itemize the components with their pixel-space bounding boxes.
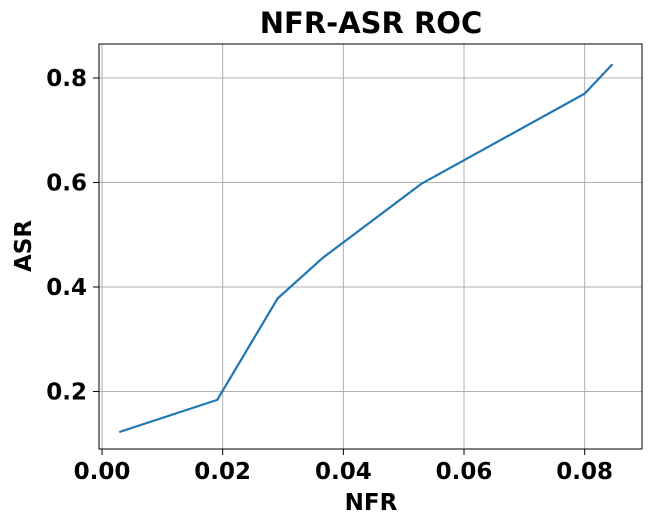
x-tick-label: 0.08	[556, 459, 613, 485]
y-tick-label: 0.8	[46, 66, 87, 92]
y-tick-label: 0.4	[46, 275, 87, 301]
x-tick-label: 0.00	[74, 459, 131, 485]
chart-title: NFR-ASR ROC	[260, 6, 482, 40]
x-tick-label: 0.02	[194, 459, 251, 485]
x-axis-label: NFR	[345, 490, 398, 516]
series-layer	[119, 63, 613, 433]
x-tick-label: 0.04	[315, 459, 372, 485]
plot-frame	[98, 43, 643, 450]
x-tick-label: 0.06	[436, 459, 493, 485]
y-axis-label: ASR	[11, 220, 37, 272]
grid	[99, 44, 642, 449]
tick-layer: 0.00 0.02 0.04 0.06 0.08 0.2 0.4 0.6 0.8	[46, 66, 613, 485]
y-tick-label: 0.2	[46, 380, 87, 406]
series-line	[119, 63, 613, 433]
y-tick-label: 0.6	[46, 170, 87, 196]
